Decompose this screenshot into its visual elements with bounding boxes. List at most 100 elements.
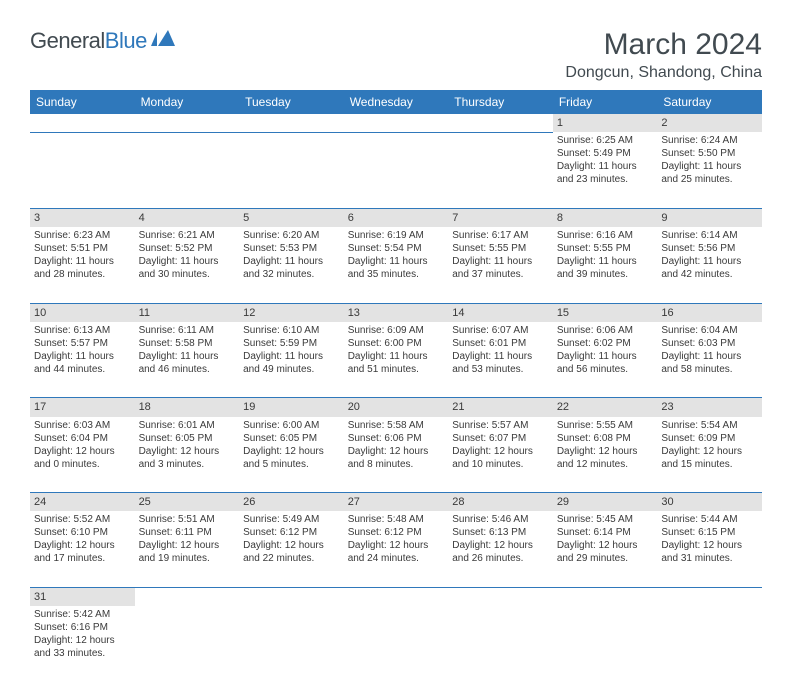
logo: GeneralBlue — [30, 28, 177, 54]
dayname-header: Tuesday — [239, 90, 344, 114]
location: Dongcun, Shandong, China — [565, 64, 762, 82]
day-number-cell: 28 — [448, 493, 553, 512]
day-number-cell: 30 — [657, 493, 762, 512]
day-detail-cell: Sunrise: 5:58 AMSunset: 6:06 PMDaylight:… — [344, 417, 449, 493]
cell-line-d1: Daylight: 11 hours — [243, 255, 340, 268]
cell-line-sr: Sunrise: 5:48 AM — [348, 513, 445, 526]
day-number-cell: 24 — [30, 493, 135, 512]
day-number-cell — [553, 587, 658, 606]
cell-line-ss: Sunset: 5:51 PM — [34, 242, 131, 255]
day-number-cell — [448, 114, 553, 132]
day-number-cell: 16 — [657, 303, 762, 322]
cell-line-d2: and 3 minutes. — [139, 458, 236, 471]
day-detail-cell — [239, 132, 344, 208]
day-number-cell: 14 — [448, 303, 553, 322]
day-detail-cell — [239, 606, 344, 682]
cell-line-d1: Daylight: 11 hours — [661, 160, 758, 173]
day-detail-cell: Sunrise: 5:52 AMSunset: 6:10 PMDaylight:… — [30, 511, 135, 587]
cell-line-d2: and 39 minutes. — [557, 268, 654, 281]
calendar-header-row: SundayMondayTuesdayWednesdayThursdayFrid… — [30, 90, 762, 114]
cell-line-d1: Daylight: 12 hours — [348, 445, 445, 458]
dayname-header: Thursday — [448, 90, 553, 114]
dayname-header: Sunday — [30, 90, 135, 114]
cell-line-d1: Daylight: 11 hours — [661, 350, 758, 363]
cell-line-d2: and 17 minutes. — [34, 552, 131, 565]
logo-text-part2: Blue — [105, 28, 147, 53]
day-number-cell — [344, 587, 449, 606]
cell-line-ss: Sunset: 6:10 PM — [34, 526, 131, 539]
day-number-row: 12 — [30, 114, 762, 132]
cell-line-sr: Sunrise: 6:20 AM — [243, 229, 340, 242]
cell-line-d1: Daylight: 12 hours — [557, 539, 654, 552]
day-number-cell: 20 — [344, 398, 449, 417]
day-detail-cell: Sunrise: 5:44 AMSunset: 6:15 PMDaylight:… — [657, 511, 762, 587]
day-detail-row: Sunrise: 6:03 AMSunset: 6:04 PMDaylight:… — [30, 417, 762, 493]
title-block: March 2024 Dongcun, Shandong, China — [565, 28, 762, 82]
day-number-cell: 19 — [239, 398, 344, 417]
cell-line-d2: and 29 minutes. — [557, 552, 654, 565]
cell-line-sr: Sunrise: 5:54 AM — [661, 419, 758, 432]
day-detail-cell: Sunrise: 5:54 AMSunset: 6:09 PMDaylight:… — [657, 417, 762, 493]
cell-line-ss: Sunset: 5:49 PM — [557, 147, 654, 160]
cell-line-d2: and 26 minutes. — [452, 552, 549, 565]
cell-line-ss: Sunset: 6:14 PM — [557, 526, 654, 539]
cell-line-d1: Daylight: 12 hours — [557, 445, 654, 458]
day-detail-row: Sunrise: 6:25 AMSunset: 5:49 PMDaylight:… — [30, 132, 762, 208]
day-number-cell: 9 — [657, 208, 762, 227]
day-number-cell: 29 — [553, 493, 658, 512]
flag-icon — [151, 30, 177, 53]
day-number-cell: 21 — [448, 398, 553, 417]
cell-line-d1: Daylight: 11 hours — [348, 350, 445, 363]
cell-line-sr: Sunrise: 6:10 AM — [243, 324, 340, 337]
cell-line-sr: Sunrise: 5:45 AM — [557, 513, 654, 526]
day-detail-cell: Sunrise: 6:16 AMSunset: 5:55 PMDaylight:… — [553, 227, 658, 303]
cell-line-d2: and 33 minutes. — [34, 647, 131, 660]
day-number-cell — [239, 587, 344, 606]
cell-line-ss: Sunset: 6:03 PM — [661, 337, 758, 350]
day-number-row: 17181920212223 — [30, 398, 762, 417]
day-detail-cell: Sunrise: 6:03 AMSunset: 6:04 PMDaylight:… — [30, 417, 135, 493]
cell-line-d2: and 56 minutes. — [557, 363, 654, 376]
cell-line-d2: and 35 minutes. — [348, 268, 445, 281]
calendar-table: SundayMondayTuesdayWednesdayThursdayFrid… — [30, 90, 762, 682]
day-number-row: 24252627282930 — [30, 493, 762, 512]
cell-line-ss: Sunset: 6:12 PM — [243, 526, 340, 539]
cell-line-ss: Sunset: 5:50 PM — [661, 147, 758, 160]
cell-line-ss: Sunset: 5:55 PM — [557, 242, 654, 255]
cell-line-sr: Sunrise: 6:00 AM — [243, 419, 340, 432]
cell-line-d1: Daylight: 12 hours — [139, 539, 236, 552]
cell-line-sr: Sunrise: 6:16 AM — [557, 229, 654, 242]
day-detail-cell: Sunrise: 5:57 AMSunset: 6:07 PMDaylight:… — [448, 417, 553, 493]
day-number-cell: 26 — [239, 493, 344, 512]
day-number-cell: 10 — [30, 303, 135, 322]
day-detail-cell: Sunrise: 6:20 AMSunset: 5:53 PMDaylight:… — [239, 227, 344, 303]
cell-line-d1: Daylight: 11 hours — [139, 255, 236, 268]
cell-line-d1: Daylight: 12 hours — [661, 445, 758, 458]
cell-line-d1: Daylight: 11 hours — [661, 255, 758, 268]
cell-line-sr: Sunrise: 6:09 AM — [348, 324, 445, 337]
day-detail-cell: Sunrise: 6:01 AMSunset: 6:05 PMDaylight:… — [135, 417, 240, 493]
day-detail-cell: Sunrise: 6:07 AMSunset: 6:01 PMDaylight:… — [448, 322, 553, 398]
cell-line-ss: Sunset: 6:05 PM — [243, 432, 340, 445]
cell-line-d1: Daylight: 12 hours — [348, 539, 445, 552]
cell-line-d2: and 24 minutes. — [348, 552, 445, 565]
day-number-cell: 11 — [135, 303, 240, 322]
cell-line-ss: Sunset: 6:01 PM — [452, 337, 549, 350]
cell-line-d2: and 5 minutes. — [243, 458, 340, 471]
cell-line-d2: and 28 minutes. — [34, 268, 131, 281]
day-number-cell: 22 — [553, 398, 658, 417]
day-detail-row: Sunrise: 6:13 AMSunset: 5:57 PMDaylight:… — [30, 322, 762, 398]
logo-text: GeneralBlue — [30, 28, 147, 54]
cell-line-sr: Sunrise: 6:11 AM — [139, 324, 236, 337]
cell-line-d2: and 42 minutes. — [661, 268, 758, 281]
cell-line-d1: Daylight: 12 hours — [34, 634, 131, 647]
day-detail-cell — [135, 132, 240, 208]
cell-line-sr: Sunrise: 6:23 AM — [34, 229, 131, 242]
cell-line-d2: and 10 minutes. — [452, 458, 549, 471]
day-number-cell: 12 — [239, 303, 344, 322]
day-detail-cell: Sunrise: 6:25 AMSunset: 5:49 PMDaylight:… — [553, 132, 658, 208]
cell-line-d1: Daylight: 11 hours — [557, 350, 654, 363]
day-detail-row: Sunrise: 5:52 AMSunset: 6:10 PMDaylight:… — [30, 511, 762, 587]
cell-line-d2: and 25 minutes. — [661, 173, 758, 186]
day-number-cell — [135, 114, 240, 132]
